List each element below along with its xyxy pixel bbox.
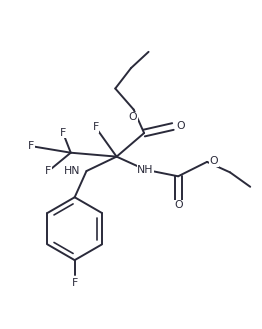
Text: F: F [60, 128, 66, 138]
Text: NH: NH [137, 165, 154, 175]
Text: HN: HN [64, 165, 80, 176]
Text: F: F [28, 141, 35, 151]
Text: O: O [129, 112, 137, 122]
Text: O: O [176, 121, 184, 131]
Text: O: O [210, 156, 218, 166]
Text: F: F [92, 122, 99, 132]
Text: O: O [174, 200, 183, 210]
Text: F: F [45, 166, 52, 176]
Text: F: F [72, 278, 78, 288]
